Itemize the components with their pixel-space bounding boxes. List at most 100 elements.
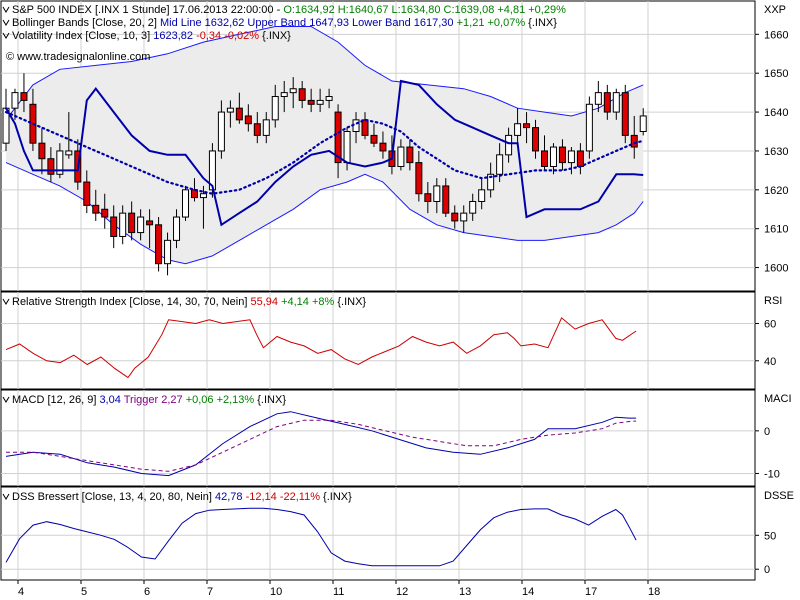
candle-body	[523, 123, 531, 129]
candle-body	[155, 224, 163, 265]
candle-body	[146, 220, 154, 226]
bollinger-band-fill	[6, 26, 644, 264]
candle-body	[639, 115, 647, 133]
header-segment: {.INX}	[254, 394, 286, 406]
header-segment: S&P 500 INDEX [.INX 1 Stunde] 17.06.2013…	[12, 4, 283, 16]
candle-body	[361, 119, 369, 136]
candle-body	[469, 200, 477, 214]
watermark-text: © www.tradesignalonline.com	[6, 51, 150, 63]
candle-body	[567, 150, 575, 164]
header-segment: 55,94	[250, 296, 281, 308]
y-tick-label: -10	[764, 468, 780, 480]
candle-body	[496, 154, 504, 175]
candle-body	[262, 119, 270, 136]
panel-right-label: MACI	[764, 393, 792, 405]
candle-body	[289, 88, 297, 94]
header-segment: Volatility Index [Close, 10, 3]	[12, 30, 153, 42]
candles	[2, 73, 647, 276]
header-segment: Trigger 2,27	[124, 394, 186, 406]
indicator-glyph-icon	[2, 32, 10, 39]
indicator-glyph-icon	[2, 19, 10, 26]
indicator-glyph-icon	[2, 6, 10, 13]
volatility-index-line	[5, 79, 644, 227]
candle-body	[280, 92, 288, 98]
dss-line	[5, 507, 637, 567]
candle-body	[298, 88, 306, 101]
y-tick-label: 60	[764, 319, 776, 331]
header-segment: 42,78	[215, 491, 246, 503]
header-segment: {.INX}	[320, 491, 352, 503]
bollinger-upper-line	[5, 26, 644, 121]
candle-body	[406, 146, 414, 164]
candle-body	[316, 99, 324, 105]
panel-header-text: MACD [12, 26, 9] 3,04 Trigger 2,27 +0,06…	[12, 394, 286, 406]
candle-body	[164, 239, 172, 265]
candle-body	[487, 173, 495, 191]
panel-header-text: Relative Strength Index [Close, 14, 30, …	[12, 296, 366, 308]
y-tick-label: 1600	[764, 263, 788, 275]
x-tick-label: 6	[144, 586, 150, 598]
candle-body	[415, 162, 423, 195]
candle-body	[334, 111, 342, 164]
candle-body	[585, 103, 593, 152]
x-tick-label: 12	[396, 586, 408, 598]
indicator-glyph-icon	[2, 493, 10, 500]
candle-body	[532, 127, 540, 152]
header-segment: Mid Line 1632,62 Upper Band 1647,93 Lowe…	[160, 17, 457, 29]
panel-header-text: S&P 500 INDEX [.INX 1 Stunde] 17.06.2013…	[12, 4, 566, 16]
header-segment: +4,14 +8%	[281, 296, 334, 308]
candle-body	[612, 92, 620, 113]
candle-body	[451, 212, 459, 222]
header-segment: Relative Strength Index [Close, 14, 30, …	[12, 296, 250, 308]
candle-body	[56, 150, 64, 175]
candle-body	[119, 212, 127, 237]
candle-body	[244, 115, 252, 125]
x-tick-label: 17	[585, 586, 597, 598]
x-tick-label: 18	[648, 586, 660, 598]
panel-frame	[0, 291, 756, 390]
indicator-glyph-icon	[2, 396, 10, 403]
x-tick-label: 13	[459, 586, 471, 598]
y-tick-label: 1650	[764, 68, 788, 80]
header-segment: 3,04	[99, 394, 123, 406]
candle-body	[65, 150, 73, 156]
y-tick-label: 1640	[764, 107, 788, 119]
panel-header-text: Bollinger Bands [Close, 20, 2] Mid Line …	[12, 17, 557, 29]
candle-body	[541, 150, 548, 167]
candle-body	[307, 99, 315, 105]
panel-right-label: XXP	[764, 4, 786, 16]
panel-header-text: DSS Bressert [Close, 13, 4, 20, 80, Nein…	[12, 491, 352, 503]
header-segment: +0,06 +2,13%	[186, 394, 255, 406]
candle-body	[217, 111, 225, 152]
rsi-line	[5, 317, 637, 379]
candle-body	[424, 193, 432, 202]
y-tick-label: 1610	[764, 224, 788, 236]
x-tick-label: 4	[18, 586, 24, 598]
candle-body	[235, 107, 243, 121]
candle-body	[271, 96, 279, 121]
header-segment: +1,21 +0,07%	[457, 17, 526, 29]
candle-body	[558, 146, 566, 164]
candle-body	[433, 185, 441, 202]
panel-rsi: 40 60 RSI	[0, 291, 782, 390]
candle-body	[460, 212, 468, 222]
y-tick-label: 0	[764, 426, 770, 438]
panel-frame	[0, 486, 756, 581]
panel-right-label: RSI	[764, 295, 782, 307]
candle-body	[38, 142, 46, 160]
indicator-glyph-icon	[2, 298, 10, 305]
bollinger-mid-line	[4, 110, 645, 195]
y-tick-label: 1660	[764, 29, 788, 41]
candle-body	[576, 150, 584, 167]
macd-trigger-line	[6, 419, 637, 472]
x-tick-label: 10	[270, 586, 282, 598]
candle-body	[379, 142, 387, 152]
x-axis: 4 5 6 7 10 11 12 13 14 17 18	[17, 580, 660, 598]
candle-body	[370, 134, 378, 144]
candle-body	[101, 208, 109, 218]
candle-body	[478, 189, 486, 202]
header-segment: DSS Bressert [Close, 13, 4, 20, 80, Nein…	[12, 491, 215, 503]
y-tick-label: 1630	[764, 146, 788, 158]
header-segment: {.INX}	[259, 30, 291, 42]
y-tick-label: 40	[764, 356, 776, 368]
